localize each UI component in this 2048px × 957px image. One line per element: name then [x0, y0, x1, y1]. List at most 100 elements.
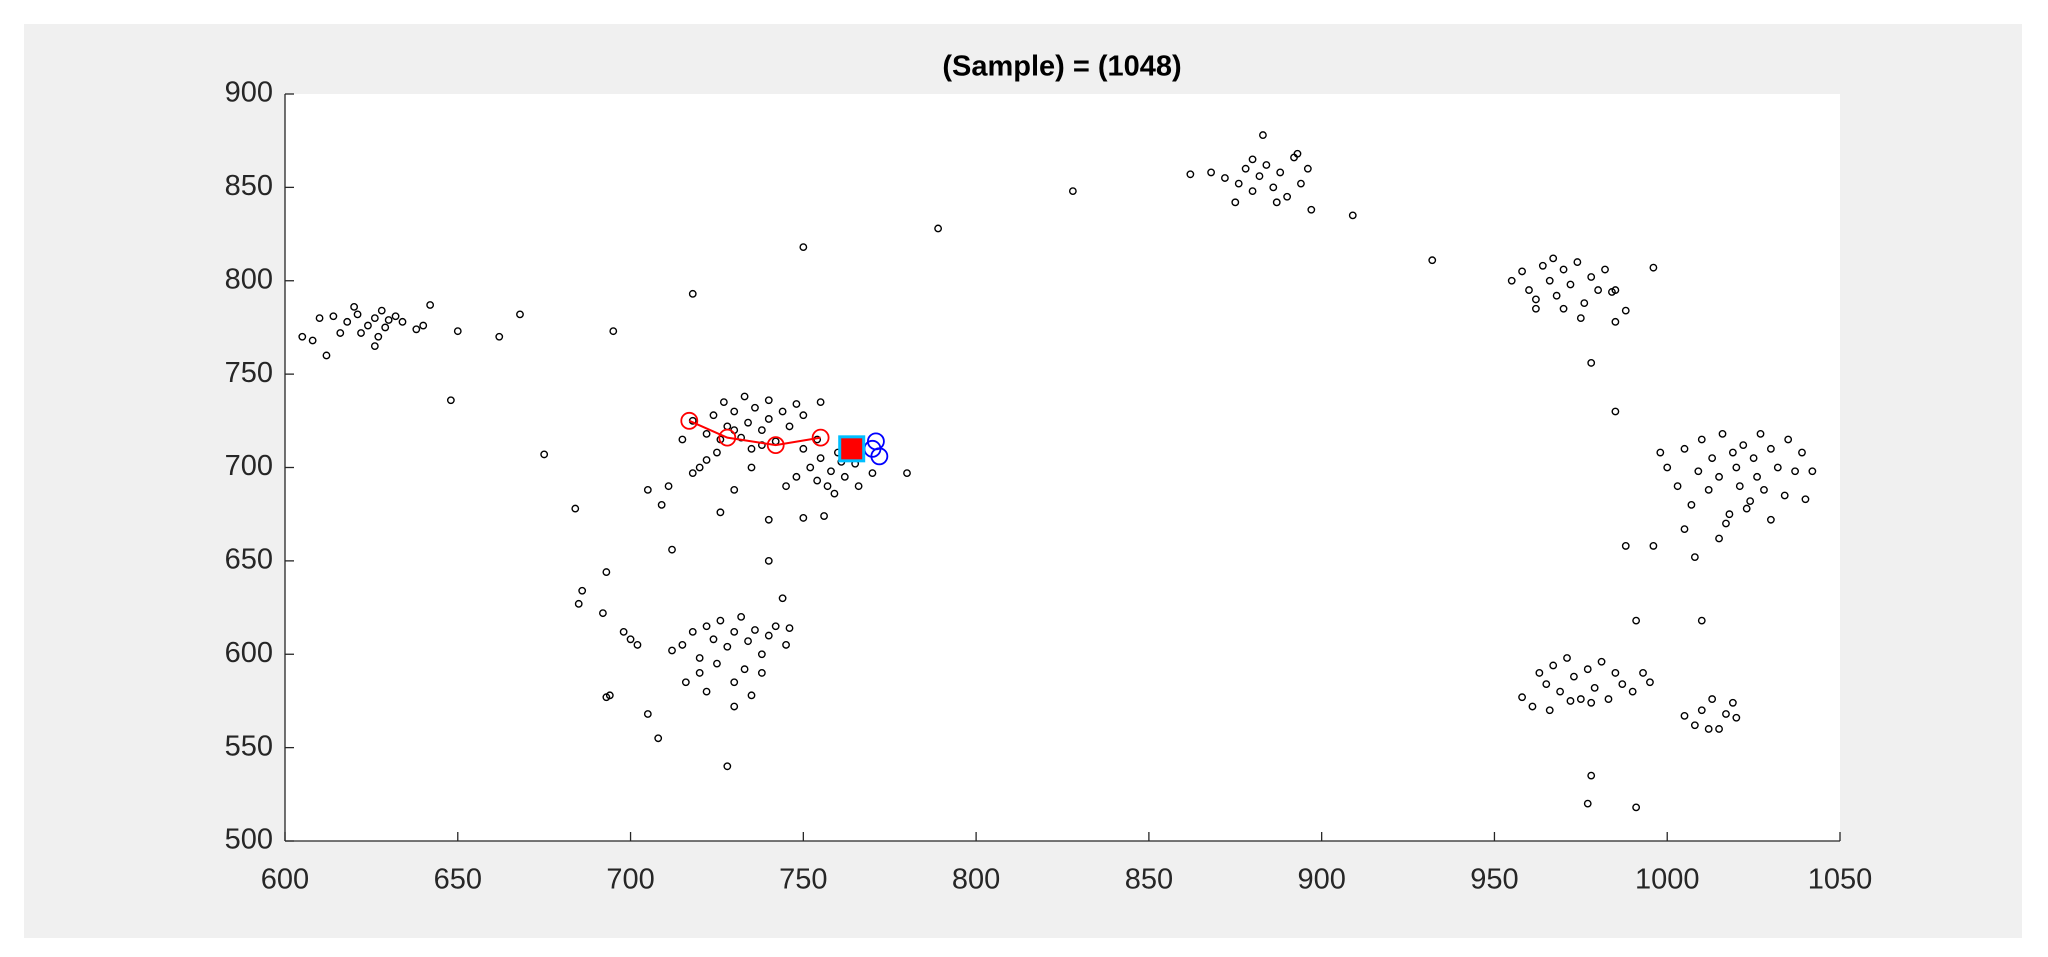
point [1597, 657, 1606, 666]
point [1580, 299, 1589, 308]
point [308, 336, 317, 345]
point [1715, 472, 1723, 481]
point [1297, 179, 1305, 188]
point [747, 691, 756, 700]
point [377, 306, 386, 315]
point [1559, 265, 1568, 274]
point [1566, 697, 1575, 705]
point [1587, 273, 1596, 281]
point [1234, 179, 1243, 188]
point [654, 734, 663, 743]
point [764, 396, 773, 405]
point [1690, 553, 1699, 562]
point [602, 568, 611, 576]
point [1791, 467, 1799, 476]
point [688, 469, 697, 478]
highlight-point [766, 436, 785, 454]
point [688, 289, 697, 298]
point [792, 400, 801, 408]
point [1535, 669, 1544, 677]
point [643, 486, 652, 494]
point [744, 418, 752, 427]
point [1718, 429, 1727, 438]
point [830, 489, 839, 498]
point [820, 512, 828, 520]
point [1680, 711, 1689, 720]
point [426, 301, 435, 309]
point [730, 627, 739, 636]
point [1646, 678, 1654, 687]
point [1680, 525, 1689, 534]
point [1697, 616, 1706, 625]
point [1303, 164, 1312, 173]
point [747, 444, 756, 453]
point [716, 508, 725, 517]
point [1663, 463, 1672, 472]
point [1742, 504, 1751, 513]
point [854, 482, 863, 491]
point [719, 398, 728, 407]
y-tick-label: 650 [225, 544, 273, 576]
point [1735, 482, 1744, 491]
point [1632, 616, 1641, 625]
point [1559, 304, 1568, 313]
point [695, 654, 704, 662]
point [374, 332, 383, 341]
point [764, 556, 773, 565]
point [1583, 665, 1592, 674]
point [1715, 725, 1723, 733]
point [751, 626, 759, 634]
point [757, 669, 766, 677]
point [315, 314, 324, 322]
point [1704, 486, 1713, 494]
point [1801, 495, 1810, 504]
point [827, 467, 835, 476]
current-marker [838, 435, 866, 463]
point [668, 545, 676, 554]
point [740, 392, 749, 401]
point [1549, 254, 1558, 263]
point [751, 403, 759, 412]
x-tick-label: 650 [434, 864, 482, 896]
point [350, 302, 359, 311]
x-tick-label: 800 [952, 864, 1000, 896]
point [764, 631, 773, 640]
point [446, 396, 455, 405]
point [1628, 687, 1637, 696]
point [1556, 687, 1565, 696]
point [764, 415, 773, 423]
point [1307, 205, 1316, 214]
point [1621, 306, 1630, 315]
point [1690, 721, 1699, 730]
point [737, 613, 746, 621]
trail-line [688, 419, 821, 447]
point [1283, 192, 1292, 201]
point [716, 616, 725, 625]
point [695, 669, 704, 677]
point [1532, 304, 1540, 313]
chart-title: (Sample) = (1048) [942, 51, 1181, 83]
point [1611, 317, 1620, 326]
point [1231, 198, 1240, 207]
point [1573, 258, 1582, 266]
y-tick-label: 850 [225, 170, 273, 202]
point [1604, 695, 1613, 703]
point [1694, 467, 1703, 476]
point [1673, 482, 1682, 491]
point [1248, 187, 1257, 196]
point [1749, 454, 1758, 463]
point [343, 317, 352, 326]
highlight-point [680, 411, 699, 430]
point [1725, 510, 1734, 519]
point [823, 482, 832, 491]
point [398, 317, 407, 326]
point [1766, 515, 1775, 524]
x-tick-label: 600 [261, 864, 309, 896]
point [1552, 291, 1561, 300]
point [1186, 170, 1195, 179]
point [681, 678, 690, 687]
point [1728, 448, 1737, 457]
point [764, 515, 773, 524]
point [1068, 187, 1077, 196]
x-tick-label: 950 [1470, 864, 1518, 896]
